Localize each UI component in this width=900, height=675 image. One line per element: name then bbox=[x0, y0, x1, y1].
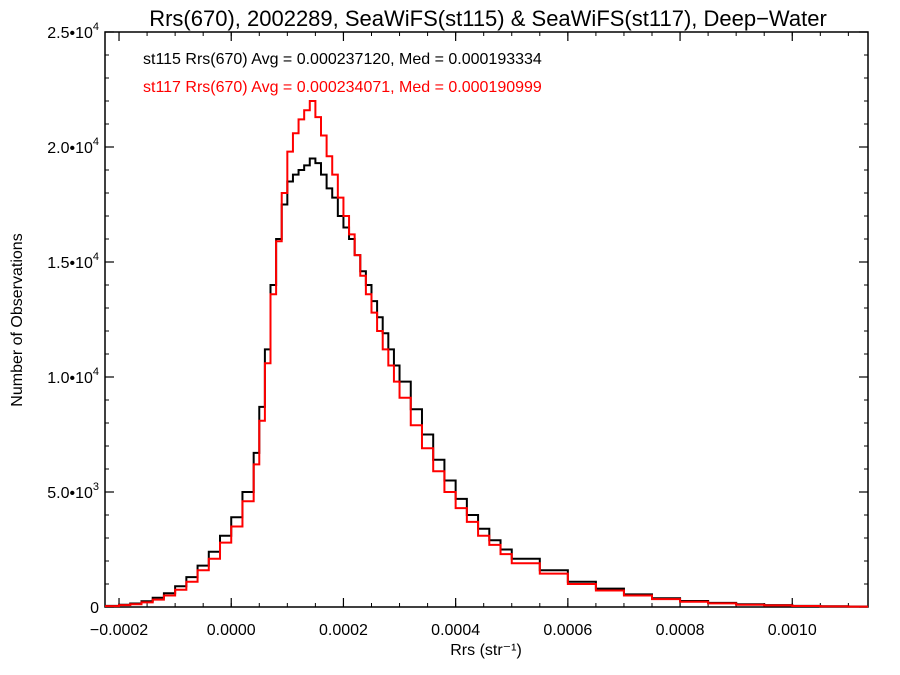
y-tick-label: 5.0•103 bbox=[47, 481, 99, 502]
y-tick-label: 1.0•104 bbox=[47, 366, 99, 387]
y-tick-label: 2.0•104 bbox=[47, 136, 99, 157]
x-tick-label: 0.0008 bbox=[656, 622, 705, 639]
series-layer bbox=[105, 100, 868, 608]
annotation-st115: st115 Rrs(670) Avg = 0.000237120, Med = … bbox=[143, 51, 542, 68]
plot-frame bbox=[104, 31, 869, 608]
y-tick-label: 1.5•104 bbox=[47, 251, 99, 272]
x-tick-label: 0.0004 bbox=[431, 622, 480, 639]
x-axis-label: Rrs (str⁻¹) bbox=[450, 642, 522, 659]
x-tick-label: 0.0010 bbox=[768, 622, 817, 639]
x-tick-label: 0.0002 bbox=[319, 622, 368, 639]
x-tick-label: 0.0006 bbox=[543, 622, 592, 639]
series-line-1 bbox=[105, 100, 868, 608]
x-tick-label: −0.0002 bbox=[90, 622, 148, 639]
chart-title: Rrs(670), 2002289, SeaWiFS(st115) & SeaW… bbox=[149, 6, 827, 31]
y-axis-label: Number of Observations bbox=[9, 233, 26, 406]
x-tick-label: 0.0000 bbox=[207, 622, 256, 639]
annotation-st117: st117 Rrs(670) Avg = 0.000234071, Med = … bbox=[143, 79, 542, 96]
y-tick-label: 2.5•104 bbox=[47, 21, 99, 42]
axis-ticks: −0.0002 0.0000 0.0002 0.0004 0.0006 0.0008 0.0… bbox=[47, 21, 868, 639]
series-line-0 bbox=[105, 157, 868, 608]
y-tick-label: 0 bbox=[90, 600, 99, 617]
